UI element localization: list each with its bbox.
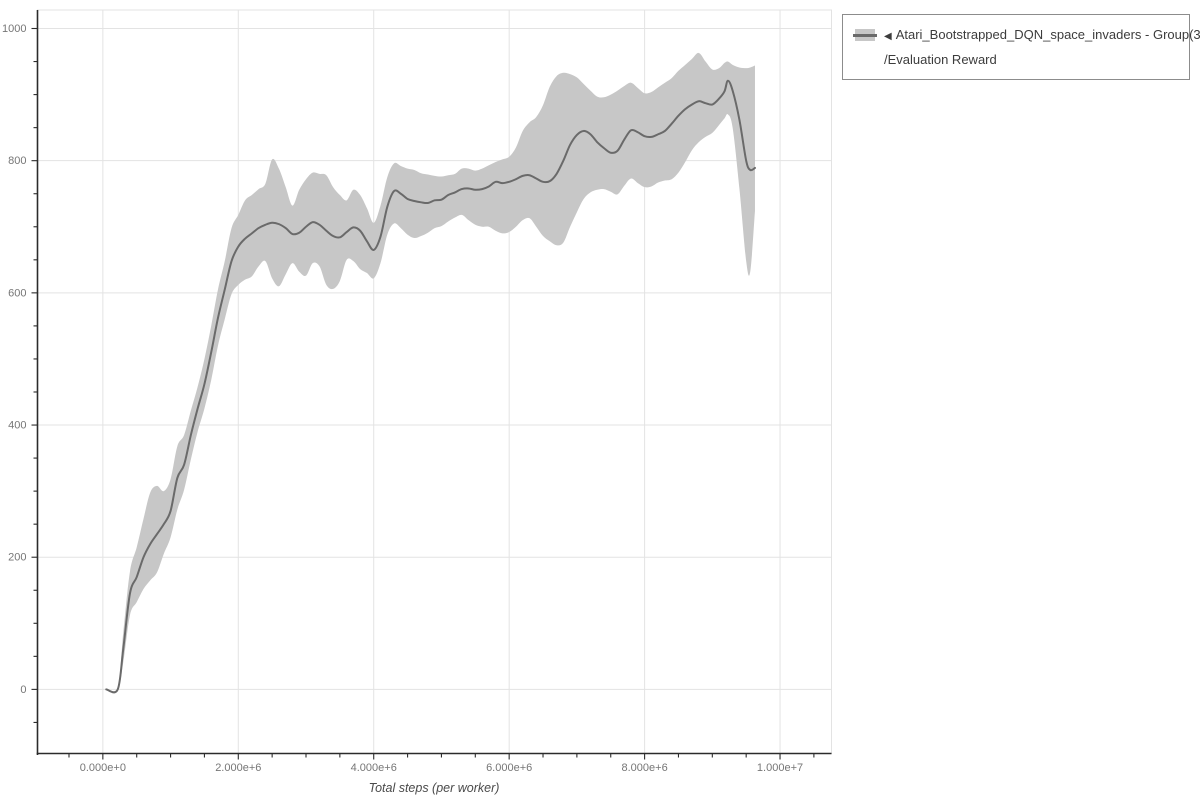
x-tick-label: 6.000e+6 bbox=[486, 762, 532, 774]
x-tick-label: 2.000e+6 bbox=[215, 762, 261, 774]
confidence-band bbox=[106, 52, 755, 694]
y-tick-label: 800 bbox=[8, 155, 26, 167]
legend-entry[interactable]: ◀ Atari_Bootstrapped_DQN_space_invaders -… bbox=[853, 23, 1200, 71]
x-axis-title: Total steps (per worker) bbox=[369, 781, 500, 795]
mean-reward-line bbox=[105, 79, 756, 694]
axes bbox=[31, 10, 832, 760]
y-tick-label: 600 bbox=[8, 287, 26, 299]
series-line bbox=[105, 79, 756, 694]
confidence-band-area bbox=[106, 52, 755, 694]
tick-labels: 0.000e+0 2.000e+6 4.000e+6 6.000e+6 8.000e+6… bbox=[2, 23, 803, 774]
x-tick-label: 4.000e+6 bbox=[351, 762, 397, 774]
series-swatch-icon bbox=[853, 28, 877, 42]
y-tick-label: 0 bbox=[20, 684, 26, 696]
legend-box: ◀ Atari_Bootstrapped_DQN_space_invaders -… bbox=[842, 14, 1200, 80]
plot-area[interactable] bbox=[38, 10, 832, 754]
collapse-arrow-icon: ◀ bbox=[884, 31, 892, 42]
y-tick-label: 1000 bbox=[2, 23, 26, 35]
y-tick-label: 200 bbox=[8, 552, 26, 564]
x-tick-label: 0.000e+0 bbox=[80, 762, 126, 774]
legend-metric-name: /Evaluation Reward bbox=[884, 52, 997, 67]
legend-label: ◀ Atari_Bootstrapped_DQN_space_invaders -… bbox=[884, 23, 1200, 71]
legend-series-name: Atari_Bootstrapped_DQN_space_invaders - … bbox=[895, 27, 1200, 42]
x-tick-label: 8.000e+6 bbox=[622, 762, 668, 774]
x-tick-label: 1.000e+7 bbox=[757, 762, 803, 774]
y-tick-label: 400 bbox=[8, 420, 26, 432]
